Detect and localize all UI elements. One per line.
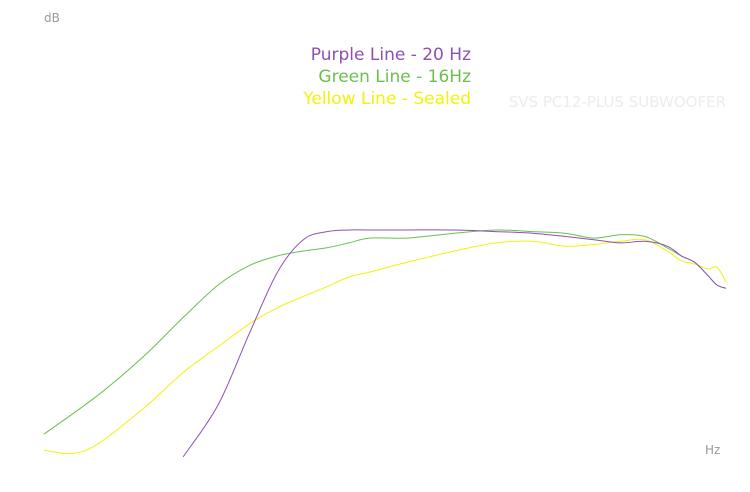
series-layer	[43, 229, 727, 458]
legend-entry-purple: Purple Line - 20 Hz	[311, 45, 471, 65]
x-axis-unit-label: Hz	[705, 443, 720, 457]
series-line-green	[43, 229, 727, 435]
legend-entry-yellow: Yellow Line - Sealed	[302, 89, 471, 109]
y-axis-unit-label: dB	[44, 11, 60, 25]
series-line-purple	[182, 229, 727, 458]
legend-entry-green: Green Line - 16Hz	[318, 67, 471, 87]
series-line-yellow	[43, 238, 727, 455]
legend: Purple Line - 20 Hz Green Line - 16Hz Ye…	[302, 45, 471, 109]
chart-watermark: SVS PC12-PLUS SUBWOOFER	[509, 93, 726, 111]
